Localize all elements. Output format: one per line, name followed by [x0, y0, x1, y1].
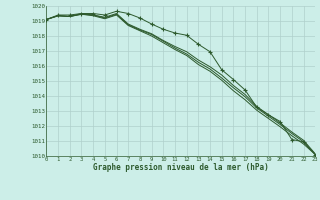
X-axis label: Graphe pression niveau de la mer (hPa): Graphe pression niveau de la mer (hPa): [93, 164, 269, 172]
